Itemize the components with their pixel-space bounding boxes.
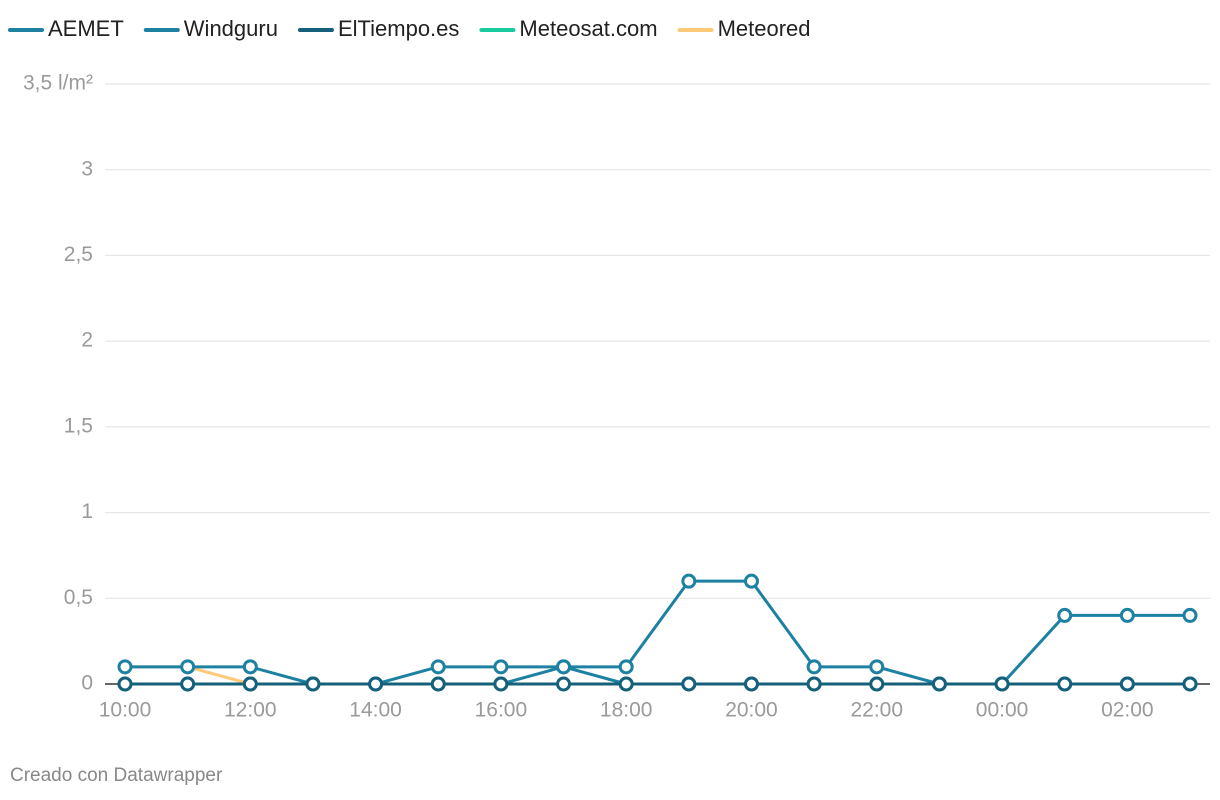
- data-point: [1057, 607, 1073, 623]
- legend-label: Meteosat.com: [519, 16, 657, 41]
- data-point: [806, 676, 822, 692]
- data-point: [1057, 676, 1073, 692]
- data-point: [493, 676, 509, 692]
- data-point: [493, 659, 509, 675]
- data-point: [117, 659, 133, 675]
- legend-label: AEMET: [48, 16, 124, 41]
- data-point: [681, 573, 697, 589]
- data-point: [1182, 676, 1198, 692]
- data-point: [618, 659, 634, 675]
- y-tick-label: 1: [81, 500, 93, 523]
- data-point: [117, 676, 133, 692]
- x-tick-label: 00:00: [976, 699, 1029, 722]
- x-tick-label: 18:00: [600, 699, 653, 722]
- data-point: [242, 659, 258, 675]
- x-tick-label: 02:00: [1101, 699, 1154, 722]
- data-point: [1182, 607, 1198, 623]
- data-point: [1119, 676, 1135, 692]
- x-tick-label: 16:00: [475, 699, 528, 722]
- x-tick-label: 10:00: [99, 699, 152, 722]
- legend-label: Meteored: [718, 16, 811, 41]
- data-point: [430, 676, 446, 692]
- y-tick-label: 0: [81, 672, 93, 695]
- legend-label: ElTiempo.es: [338, 16, 459, 41]
- data-point: [869, 676, 885, 692]
- data-point: [618, 676, 634, 692]
- y-tick-label: 0,5: [64, 586, 93, 609]
- data-point: [743, 676, 759, 692]
- y-tick-label: 3,5 l/m²: [23, 72, 93, 95]
- data-point: [743, 573, 759, 589]
- data-point: [994, 676, 1010, 692]
- footer: Creado con Datawrapper: [10, 765, 223, 786]
- data-point: [242, 676, 258, 692]
- data-point: [305, 676, 321, 692]
- data-point: [430, 659, 446, 675]
- data-point: [556, 659, 572, 675]
- data-point: [556, 676, 572, 692]
- series-line: [125, 579, 1190, 686]
- y-tick-label: 2: [81, 329, 93, 352]
- data-point: [681, 676, 697, 692]
- x-tick-label: 14:00: [349, 699, 402, 722]
- data-point: [1119, 607, 1135, 623]
- data-point: [806, 659, 822, 675]
- y-tick-label: 1,5: [64, 414, 93, 437]
- x-tick-label: 20:00: [725, 699, 778, 722]
- legend-label: Windguru: [184, 16, 278, 41]
- data-point: [180, 659, 196, 675]
- x-tick-label: 12:00: [224, 699, 277, 722]
- data-point: [931, 676, 947, 692]
- y-tick-label: 2,5: [64, 243, 93, 266]
- x-tick-label: 22:00: [850, 699, 903, 722]
- y-tick-label: 3: [81, 157, 93, 180]
- data-point: [869, 659, 885, 675]
- legend: AEMET Windguru ElTiempo.es Meteosat.com Mete…: [8, 16, 811, 41]
- data-point: [180, 676, 196, 692]
- data-point: [368, 676, 384, 692]
